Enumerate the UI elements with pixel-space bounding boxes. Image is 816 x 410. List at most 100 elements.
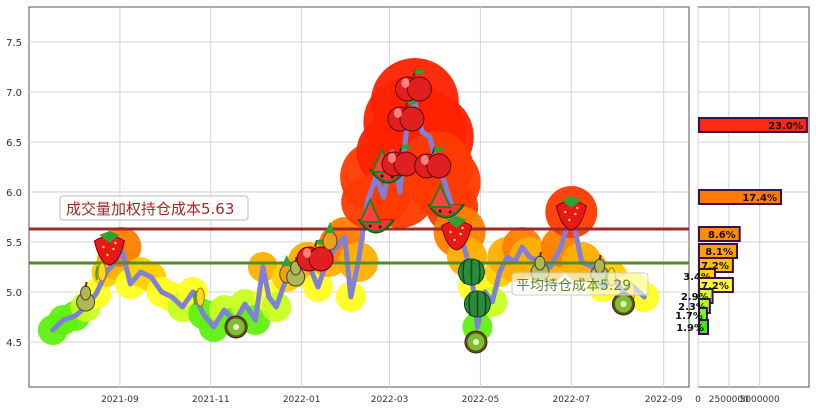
melon-marker [457,258,485,286]
strawberry-seed [112,247,115,251]
strawberry-seed [459,232,462,236]
apple-body [393,151,419,177]
x-tick-label: 2021-09 [101,395,139,405]
distribution-bar-label: 1.9% [676,323,704,334]
bar-x-tick-label: 5000000 [740,395,780,405]
corn-marker [193,287,205,307]
melon-stripe [477,259,481,285]
apple-body [399,106,425,132]
pear-stem [294,256,298,263]
melon-stripe [462,259,466,285]
watermelon-seed [368,224,372,228]
kiwi-marker [611,292,635,316]
fruit-marker-layer [76,69,636,354]
apple-marker [387,99,425,132]
pear-marker [286,256,306,287]
distribution-bar-label: 1.7% [675,311,703,322]
pear-neck [594,258,606,274]
watermelon-seed [378,225,382,229]
watermelon-marker [357,197,396,234]
corn-husk [193,290,198,306]
watermelon-seed [448,210,452,214]
pear-neck [534,255,546,271]
watermelon-marker [427,182,466,219]
pear-stem [84,281,88,288]
kiwi-core [620,301,627,307]
bar-x-tick-label: 2500000 [709,395,749,405]
pear-marker [76,281,96,312]
apple-body [406,76,432,102]
strawberry-marker [555,196,587,231]
distribution-bars: 23.0%17.4%8.6%8.1%7.2%3.4%7.2%2.9%2.3%1.… [675,117,808,335]
apple-shine [303,248,312,258]
strawberry-seed [461,226,464,230]
apple-leaf [400,144,411,150]
melon-stripe [468,291,472,317]
x-tick-label: 2022-09 [645,395,683,405]
bar-panel: 23.0%17.4%8.6%8.1%7.2%3.4%7.2%2.9%2.3%1.… [675,6,810,405]
distribution-bar [698,117,808,133]
distribution-bar-label: 7.2% [701,281,729,292]
strawberry-leaves [446,216,467,228]
distribution-bar-label: 3.4% [683,272,711,283]
kiwi-core [233,324,240,330]
price-line [50,99,647,333]
distribution-bar [698,226,741,242]
apple-body [308,246,334,272]
x-axis-ticks: 2021-09 2021-11 2022-01 2022-03 2022-05 2022-… [101,395,683,405]
kiwi-marker [464,330,488,354]
weighted-cost-label-box [59,195,249,221]
corn-husk [95,265,99,281]
strawberry-seed [102,245,105,249]
kiwi-marker [224,315,248,339]
bar-x-tick-label: 0 [695,395,701,405]
y-tick-label: 5.0 [6,288,22,299]
x-tick-label: 2021-11 [192,395,230,405]
y-tick-label: 7.5 [6,38,22,49]
distribution-bar-label: 8.6% [708,230,736,241]
y-tick-label: 7.0 [6,88,22,99]
weighted-cost-label: 成交量加权持仓成本5.63 [66,200,234,218]
corn-cob [195,287,205,307]
pear-neck [80,285,92,301]
strawberry-marker [93,231,126,266]
y-tick-label: 4.5 [6,338,22,349]
pineapple-marker [322,222,338,251]
strawberry-seed [114,241,117,245]
main-panel: 成交量加权持仓成本5.63 平均持仓成本5.29 4.5 5.0 5.5 6.0 6.5 7… [6,6,690,405]
price-line-layer [50,99,647,333]
reference-labels: 成交量加权持仓成本5.63 平均持仓成本5.29 [59,195,649,296]
strawberry-seed [574,212,577,216]
average-cost-label: 平均持仓成本5.29 [516,278,631,294]
strawberry-seed [106,253,109,257]
melon-stripe [483,291,487,317]
strawberry-marker [441,216,473,251]
kiwi-core [472,339,479,345]
apple-shine [401,78,410,88]
strawberry-leaves [561,196,582,208]
distribution-bar-label: 23.0% [768,121,803,132]
apple-shine [387,153,396,163]
distribution-bar-label: 8.1% [705,247,733,258]
apple-shine [420,155,429,165]
y-tick-label: 6.0 [6,188,22,199]
strawberry-leaves [99,231,120,243]
x-tick-label: 2022-07 [552,395,590,405]
watermelon-slice [358,197,382,223]
watermelon-seed [438,209,442,213]
apple-marker [381,144,419,177]
apple-marker [394,69,432,102]
distribution-bar [698,319,710,335]
pineapple-crown [281,255,292,266]
apple-leaf [433,146,444,152]
pear-stem [598,254,602,261]
distribution-bar-label: 2.3% [678,302,706,313]
distribution-bar-label: 2.9% [681,292,709,303]
corn-cob [97,262,107,282]
strawberry-seed [576,206,579,210]
strawberry-seed [564,210,567,214]
apple-body [426,153,452,179]
melon-marker [463,290,491,318]
watermelon-seed [380,174,384,178]
